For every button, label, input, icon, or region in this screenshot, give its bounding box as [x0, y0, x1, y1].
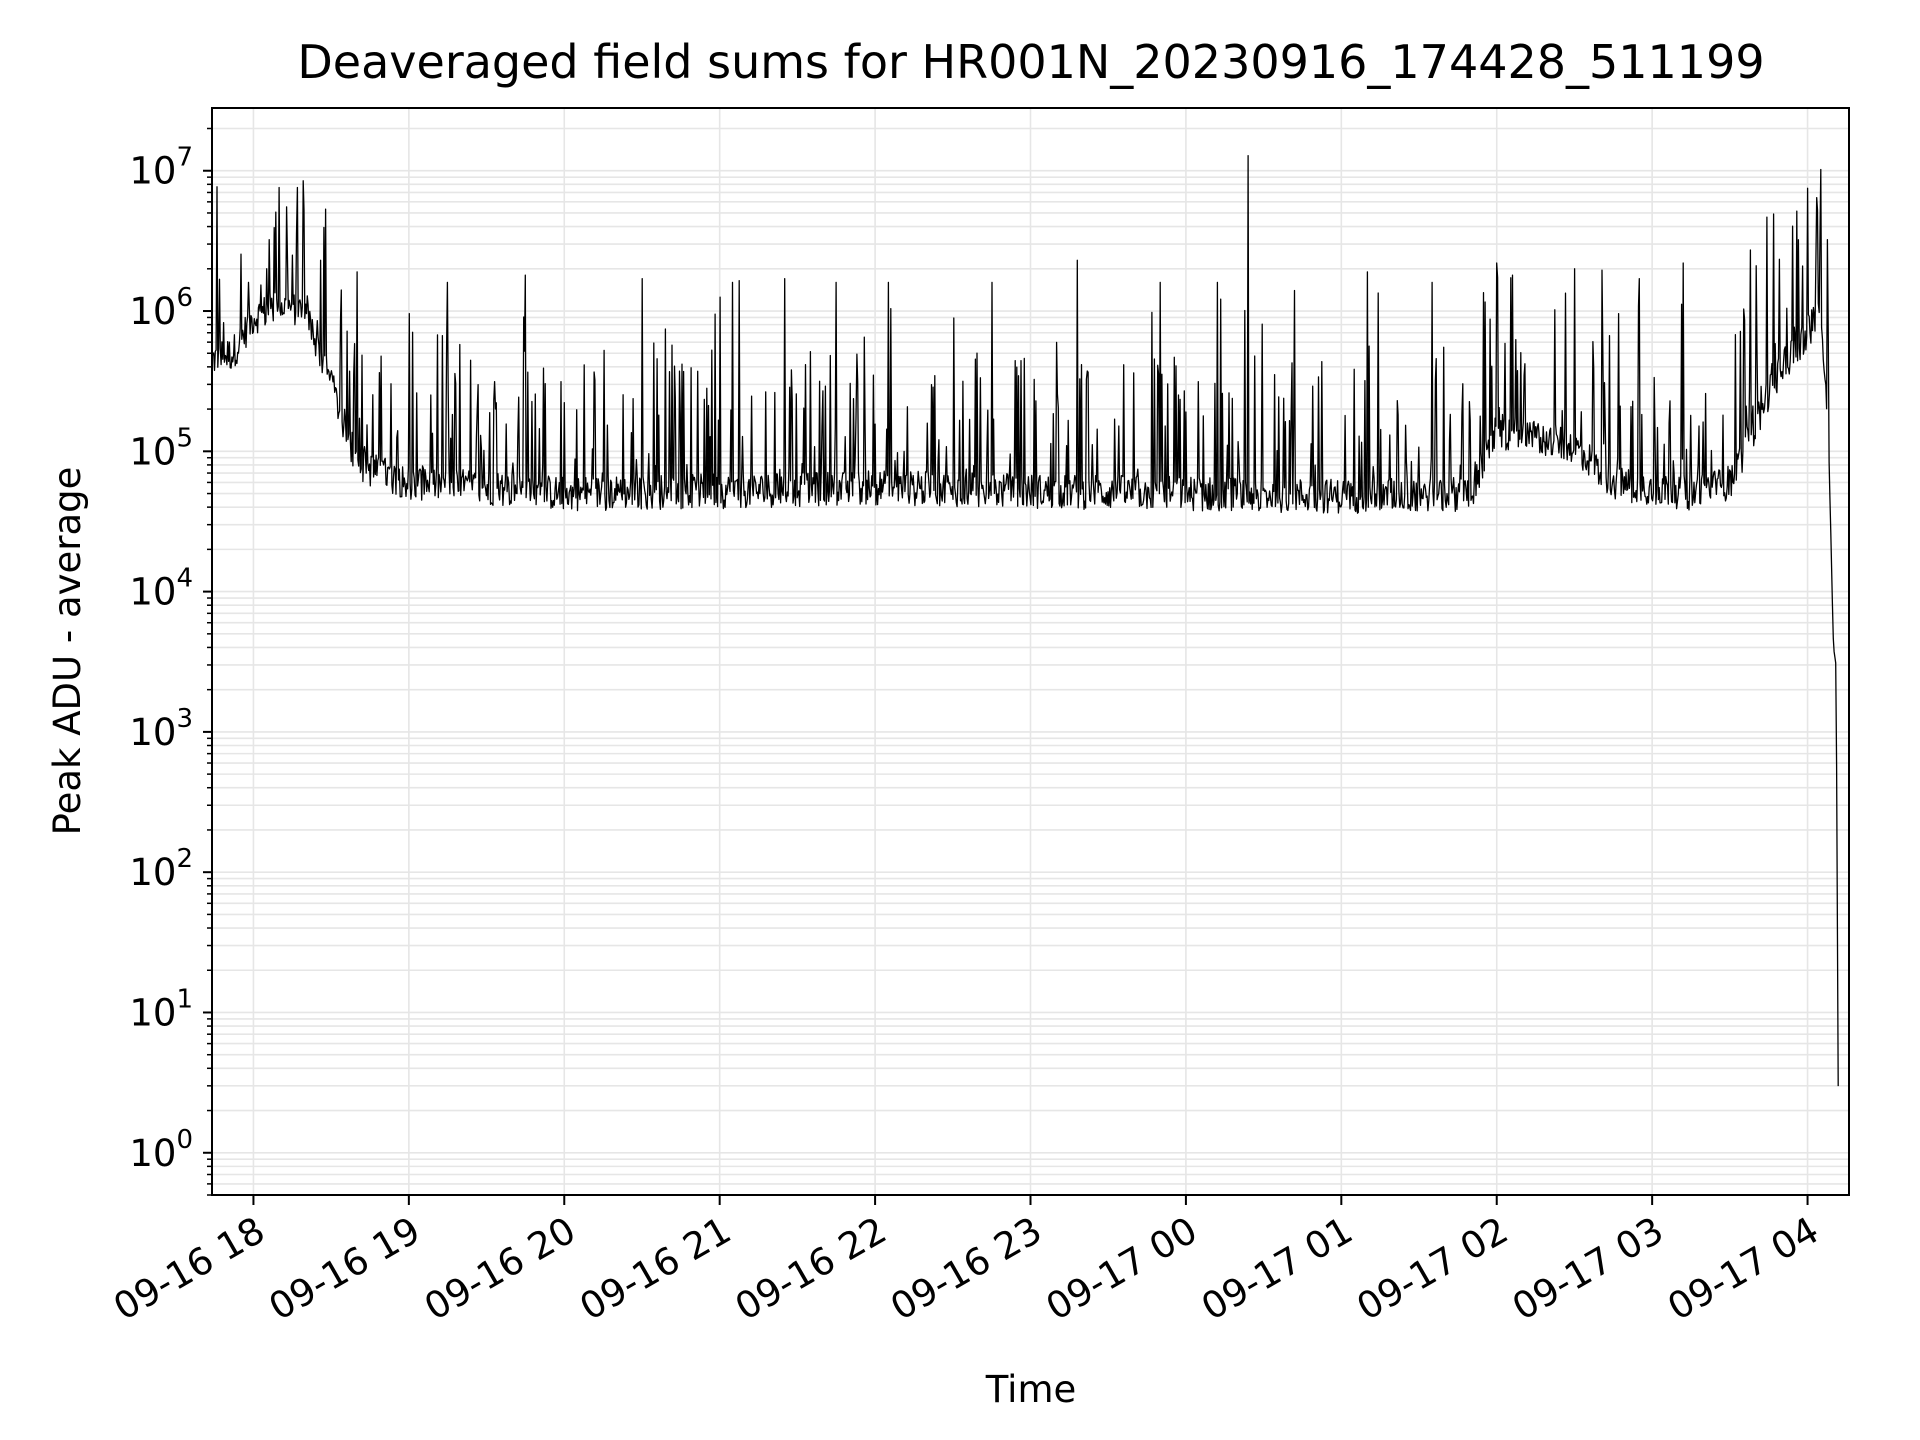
y-tick-base: 10 [129, 430, 176, 473]
y-tick-base: 10 [129, 290, 176, 333]
x-axis-label: Time [985, 1368, 1077, 1411]
y-tick-base: 10 [129, 711, 176, 754]
y-tick-label: 106 [129, 283, 193, 333]
y-tick-exponent: 0 [176, 1125, 193, 1155]
y-tick-base: 10 [129, 150, 176, 193]
y-tick-base: 10 [129, 851, 176, 894]
y-tick-exponent: 5 [176, 423, 193, 453]
y-tick-base: 10 [129, 991, 176, 1034]
y-tick-base: 10 [129, 571, 176, 614]
y-axis-label: Peak ADU - average [46, 467, 89, 836]
series-line-group [211, 155, 1839, 1087]
y-tick-exponent: 3 [176, 704, 193, 734]
y-tick-exponent: 7 [176, 143, 193, 173]
y-tick-base: 10 [129, 1132, 176, 1175]
y-tick-label: 105 [129, 423, 193, 473]
y-tick-label: 101 [129, 984, 193, 1034]
y-tick-exponent: 1 [176, 984, 193, 1014]
chart-title: Deaveraged field sums for HR001N_2023091… [297, 35, 1764, 89]
y-tick-exponent: 2 [176, 844, 193, 874]
y-tick-exponent: 6 [176, 283, 193, 313]
y-tick-label: 104 [129, 564, 193, 614]
series-line [211, 155, 1839, 1087]
grid [212, 108, 1849, 1196]
y-tick-label: 102 [129, 844, 193, 894]
y-tick-label: 107 [129, 143, 193, 193]
y-tick-label: 100 [129, 1125, 193, 1175]
y-tick-exponent: 4 [176, 564, 193, 594]
y-tick-label: 103 [129, 704, 193, 754]
